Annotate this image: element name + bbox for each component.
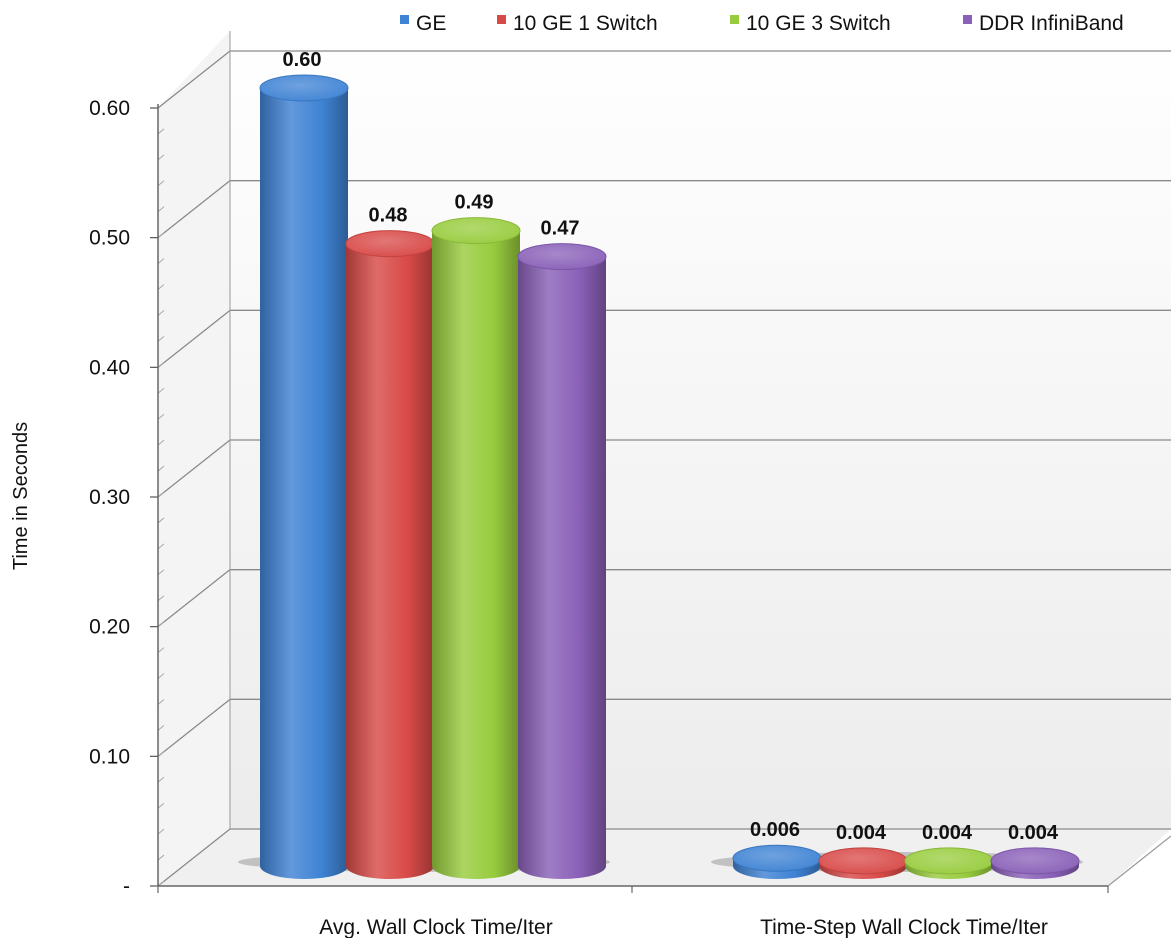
- y-tick-label: 0.30: [89, 486, 130, 509]
- bar: [732, 844, 822, 879]
- gridline-diagonal: [157, 439, 231, 498]
- minor-tick: [157, 647, 165, 653]
- minor-tick: [157, 310, 165, 316]
- minor-tick: [157, 336, 165, 342]
- gridline-diagonal: [157, 50, 231, 109]
- minor-tick: [157, 828, 165, 835]
- category-label: Time-Step Wall Clock Time/Iter: [760, 916, 1048, 938]
- minor-tick: [157, 699, 165, 705]
- bar-body: [260, 88, 348, 879]
- bar-body: [518, 256, 606, 880]
- bar: [345, 230, 435, 880]
- minor-tick: [157, 361, 165, 368]
- gridline-diagonal: [157, 828, 231, 887]
- legend-item: 10 GE 1 Switch: [497, 12, 658, 35]
- legend-label: GE: [416, 12, 446, 35]
- legend-label: DDR InfiniBand: [979, 12, 1124, 35]
- minor-tick: [157, 621, 165, 628]
- minor-tick: [157, 880, 165, 887]
- legend-swatch: [963, 15, 972, 24]
- minor-tick: [157, 387, 165, 394]
- bar-top: [345, 230, 435, 258]
- bar-top: [732, 844, 822, 872]
- bar: [904, 847, 994, 879]
- legend-item: DDR InfiniBand: [963, 12, 1124, 35]
- y-tick-label: 0.60: [89, 97, 130, 120]
- minor-tick: [157, 491, 165, 498]
- y-tick-label: 0.50: [89, 227, 130, 250]
- legend-label: 10 GE 3 Switch: [746, 12, 891, 35]
- minor-tick: [157, 206, 165, 213]
- gridline-diagonal: [157, 698, 231, 757]
- gridline-diagonal: [157, 569, 231, 628]
- y-tick-label: 0.10: [89, 745, 130, 768]
- minor-tick: [157, 258, 165, 264]
- bars: [238, 74, 1083, 880]
- bar-top: [818, 847, 908, 875]
- category-label: Avg. Wall Clock Time/Iter: [319, 916, 552, 938]
- minor-tick: [157, 284, 165, 290]
- floor-edge: [1107, 835, 1171, 887]
- data-label: 0.47: [541, 218, 580, 240]
- y-tick-label: 0.20: [89, 616, 130, 639]
- y-axis-title: Time in Seconds: [10, 422, 32, 570]
- minor-tick: [157, 569, 165, 576]
- minor-tick: [157, 854, 165, 861]
- minor-tick: [157, 517, 165, 524]
- bar: [259, 74, 349, 879]
- data-label: 0.49: [455, 192, 494, 214]
- data-label: 0.004: [1008, 822, 1059, 844]
- legend-swatch: [730, 15, 739, 24]
- minor-tick: [157, 543, 165, 550]
- bar-top: [431, 217, 521, 245]
- bar-top: [990, 847, 1080, 875]
- minor-tick: [157, 750, 165, 757]
- minor-tick: [157, 776, 165, 783]
- bar-body: [432, 230, 520, 880]
- gridline-diagonal: [157, 180, 231, 239]
- data-label: 0.60: [283, 49, 322, 71]
- minor-tick: [157, 595, 165, 602]
- axes: - 0.10 0.20 0.30 0.40 0.50 0.60 Avg. Wall Clock…: [89, 31, 1171, 938]
- minor-tick: [157, 802, 165, 809]
- minor-tick: [157, 673, 165, 679]
- bar: [990, 847, 1080, 879]
- legend: GE 10 GE 1 Switch 10 GE 3 Switch DDR Infini…: [400, 12, 1124, 35]
- minor-tick: [157, 725, 165, 731]
- minor-tick: [157, 128, 165, 135]
- side-wall: [158, 31, 230, 886]
- bar: [517, 243, 607, 880]
- y-tick-label: -: [123, 875, 130, 898]
- bar: [431, 217, 521, 880]
- data-label: 0.004: [836, 822, 887, 844]
- bar: [818, 847, 908, 879]
- data-label: 0.48: [369, 205, 408, 227]
- bar-top: [259, 74, 349, 102]
- legend-item: 10 GE 3 Switch: [730, 12, 891, 35]
- minor-tick: [157, 413, 165, 420]
- minor-tick: [157, 180, 165, 187]
- legend-item: GE: [400, 12, 446, 35]
- legend-label: 10 GE 1 Switch: [513, 12, 658, 35]
- y-tick-label: 0.40: [89, 356, 130, 379]
- legend-swatch: [497, 15, 506, 24]
- data-label: 0.004: [922, 822, 973, 844]
- data-label: 0.006: [750, 819, 800, 841]
- gridline-diagonal: [157, 309, 231, 368]
- bar-body: [346, 243, 434, 880]
- minor-tick: [157, 465, 165, 472]
- legend-swatch: [400, 15, 409, 24]
- minor-tick: [157, 439, 165, 446]
- minor-tick: [157, 154, 165, 161]
- data-labels: 0.60 0.48 0.49 0.47 0.006 0.004 0.004 0.004: [283, 49, 1059, 844]
- bar-top: [517, 243, 607, 271]
- minor-tick: [157, 232, 165, 239]
- bar-top: [904, 847, 994, 875]
